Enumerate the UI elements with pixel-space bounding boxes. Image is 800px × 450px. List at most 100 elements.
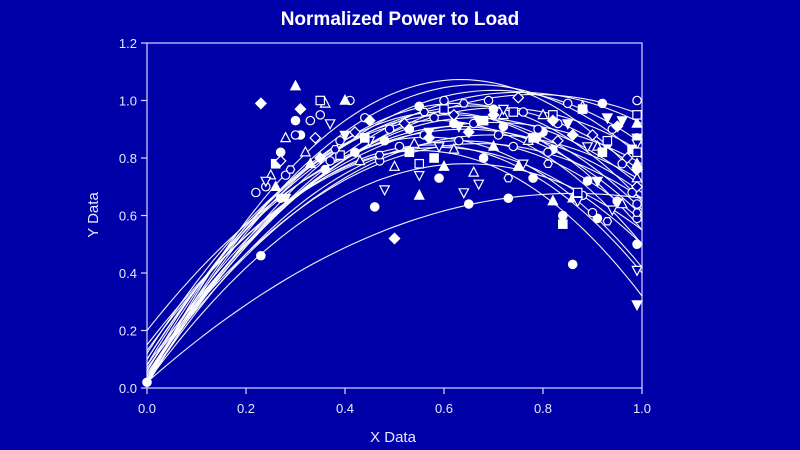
y-tick-label: 0.4 (119, 266, 137, 281)
data-point-circle-filled (369, 202, 380, 212)
data-point-triangle-down-open (458, 188, 470, 199)
x-tick-label: 0.2 (237, 401, 255, 416)
data-point-circle-open (533, 124, 543, 135)
data-point-circle-filled (414, 101, 425, 112)
data-point-diamond-filled (611, 120, 624, 133)
data-point-triangle-down-open (581, 142, 594, 153)
data-point-circle-open (562, 98, 573, 109)
y-tick-label: 0.8 (119, 151, 137, 166)
data-point-circle-filled (632, 239, 642, 250)
data-point-circle-filled (320, 164, 330, 175)
data-point-diamond-filled (388, 232, 401, 245)
data-point-diamond-filled (546, 114, 559, 127)
y-tick-label: 0.6 (119, 209, 137, 224)
data-point-triangle-down-open (631, 265, 643, 277)
fitted-curve (146, 78, 643, 383)
data-point-triangle-down-filled (631, 300, 643, 312)
data-point-triangle-open (468, 165, 480, 177)
data-point-triangle-down-open (378, 185, 391, 197)
data-point-square-open (414, 158, 425, 169)
data-point-circle-filled (379, 135, 390, 146)
fitted-curve (146, 140, 643, 383)
fitted-curve (146, 125, 643, 380)
data-point-diamond-filled (630, 163, 644, 176)
data-point-diamond-open (447, 108, 460, 121)
data-point-circle-open (429, 112, 439, 123)
data-point-hexagon-open (458, 99, 469, 108)
fitted-curve (146, 146, 643, 351)
data-point-triangle-down-open (517, 159, 529, 171)
x-tick-label: 0.6 (435, 401, 453, 416)
data-point-circle-filled (478, 153, 489, 163)
data-point-hexagon-open (374, 150, 385, 160)
data-point-triangle-down-filled (453, 122, 465, 133)
fitted-curve (146, 144, 643, 377)
data-point-circle-filled (256, 250, 266, 261)
data-point-triangle-open (354, 154, 366, 166)
data-point-square-filled (557, 219, 568, 229)
data-point-circle-open (483, 95, 494, 106)
data-point-circle-open (454, 135, 464, 146)
data-point-diamond-filled (566, 128, 579, 142)
data-point-triangle-down-filled (339, 130, 351, 142)
data-point-triangle-filled (487, 140, 500, 151)
data-point-circle-filled (582, 176, 593, 186)
data-point-triangle-filled (438, 160, 450, 171)
fitted-curve (146, 150, 643, 372)
data-point-circle-filled (142, 377, 152, 388)
data-point-diamond-filled (423, 131, 436, 144)
data-point-triangle-filled (269, 180, 282, 191)
data-point-triangle-open (408, 137, 420, 148)
data-point-circle-filled (557, 210, 568, 221)
fitted-curve (146, 111, 643, 372)
x-tick-label: 1.0 (633, 401, 651, 416)
data-point-triangle-filled (304, 157, 317, 168)
data-point-circle-open (543, 147, 553, 158)
data-point-square-filled (577, 104, 588, 114)
data-point-diamond-open (586, 128, 599, 142)
data-point-circle-open (587, 207, 598, 218)
chart-title: Normalized Power to Load (280, 9, 520, 30)
data-point-triangle-down-open (571, 196, 584, 208)
data-point-diamond-open (274, 154, 287, 167)
data-point-diamond-open (398, 117, 411, 130)
data-points (142, 79, 644, 388)
data-point-triangle-filled (339, 94, 351, 105)
y-tick-label: 0.2 (119, 324, 137, 339)
fitted-curve (146, 192, 643, 383)
data-point-circle-open (518, 107, 528, 117)
data-point-triangle-down-open (606, 205, 618, 217)
data-point-triangle-down-filled (631, 133, 643, 145)
data-point-triangle-down-filled (279, 193, 292, 205)
data-point-square-open (508, 107, 519, 117)
data-point-circle-filled (434, 173, 444, 183)
data-point-circle-filled (404, 124, 415, 135)
data-point-circle-open (632, 95, 642, 106)
fitted-curve (146, 136, 643, 360)
data-point-diamond-open (309, 131, 322, 144)
data-point-triangle-down-open (260, 176, 272, 188)
data-point-diamond-filled (487, 108, 500, 121)
data-point-square-filled (478, 115, 489, 126)
y-axis: 0.0 0.2 0.4 0.6 0.8 1.0 1.2 (119, 36, 147, 396)
data-point-circle-open (335, 135, 345, 146)
data-point-square-filled (404, 147, 415, 158)
data-point-triangle-down-open (433, 142, 445, 153)
data-point-triangle-down-open (473, 179, 485, 191)
fitted-curve (146, 163, 643, 383)
data-point-circle-open (384, 124, 395, 135)
data-point-square-filled (528, 133, 538, 143)
data-point-circle-filled (503, 193, 514, 204)
data-point-square-open (572, 187, 583, 198)
data-point-square-open (335, 150, 345, 160)
fitted-curve (146, 102, 643, 383)
x-tick-label: 0.0 (138, 401, 156, 416)
data-point-triangle-open (537, 108, 549, 120)
data-point-circle-open (439, 95, 449, 106)
data-point-diamond-filled (254, 97, 267, 110)
x-axis: 0.0 0.2 0.4 0.6 0.8 1.0 (138, 388, 651, 416)
data-point-triangle-filled (512, 160, 524, 171)
fitted-curve (146, 128, 643, 331)
data-point-circle-open (394, 141, 405, 152)
